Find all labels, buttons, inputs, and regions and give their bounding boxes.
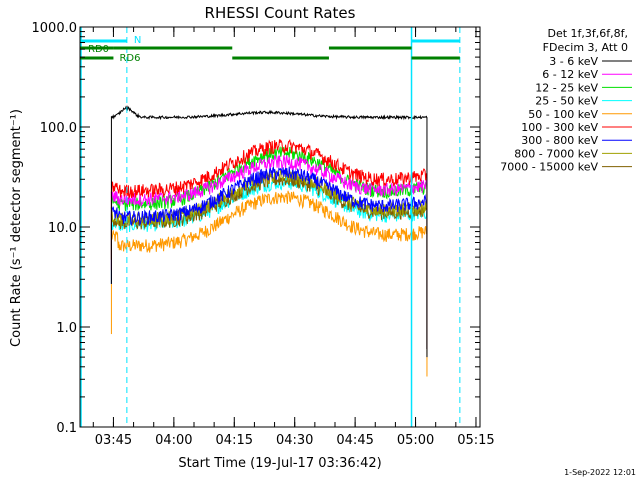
x-tick-label: 05:15 (457, 433, 494, 448)
series-line-3-6kev (110, 105, 428, 121)
series-line-50-100kev (110, 190, 428, 253)
legend-label: 300 - 800 keV (521, 134, 598, 147)
legend-label: 6 - 12 keV (542, 68, 598, 81)
series-line-300-800kev (110, 165, 428, 227)
series-line-6-12kev (110, 154, 428, 207)
legend-label: 3 - 6 keV (549, 55, 598, 68)
x-tick-label: 04:15 (216, 433, 253, 448)
x-tick-label: 04:45 (336, 433, 373, 448)
legend-label: 50 - 100 keV (528, 108, 598, 121)
legend-label: 12 - 25 keV (535, 81, 598, 94)
x-tick-label: 05:00 (397, 433, 434, 448)
legend-label: 25 - 50 keV (535, 95, 598, 108)
footer-date: 1-Sep-2022 12:01 (564, 468, 636, 477)
y-tick-label: 10.0 (48, 221, 77, 236)
night-label: N (134, 35, 141, 46)
axes: 0.1 1.0 10.0 100.0 1000.0 03:45 04:00 04:15 04:3… (32, 21, 495, 448)
attenuator-label-rd0: RD0 (88, 44, 109, 55)
y-axis-label: Count Rate (s⁻¹ detector segment⁻¹) (9, 109, 24, 347)
plot-area (110, 105, 428, 377)
x-tick-label: 03:45 (95, 433, 132, 448)
plot-frame (79, 26, 481, 428)
y-tick-label: 0.1 (56, 421, 77, 436)
chart-title: RHESSI Count Rates (205, 4, 356, 22)
legend: Det 1f,3f,6f,8f,FDecim 3, Att 03 - 6 keV… (500, 27, 632, 174)
x-tick-label: 04:00 (155, 433, 192, 448)
legend-label: 800 - 7000 keV (514, 147, 598, 160)
legend-header: FDecim 3, Att 0 (543, 41, 628, 54)
x-tick-label: 04:30 (276, 433, 313, 448)
attenuator-label-rd6: RD6 (119, 53, 140, 64)
y-tick-label: 1.0 (56, 321, 77, 336)
y-tick-label: 100.0 (40, 121, 77, 136)
legend-label: 7000 - 15000 keV (500, 161, 598, 174)
x-axis-label: Start Time (19-Jul-17 03:36:42) (178, 456, 381, 471)
series-line-100-300kev (110, 138, 428, 200)
legend-label: 100 - 300 keV (521, 121, 598, 134)
legend-header: Det 1f,3f,6f,8f, (547, 27, 628, 40)
y-tick-label: 1000.0 (32, 21, 78, 36)
